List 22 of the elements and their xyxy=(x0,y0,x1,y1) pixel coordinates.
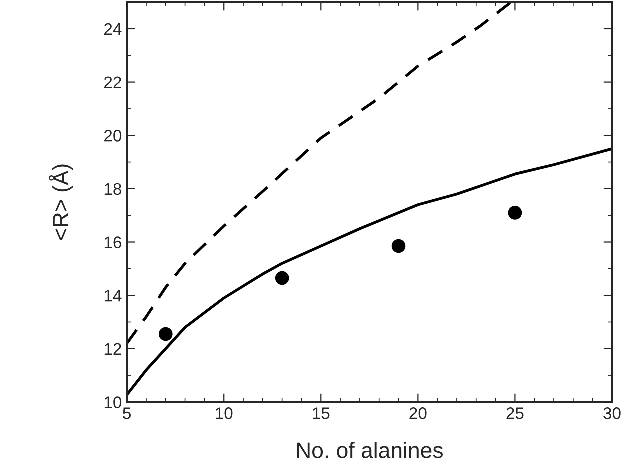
y-tick-label: 20 xyxy=(104,130,122,142)
y-tick-label: 12 xyxy=(104,343,122,355)
y-tick-label: 14 xyxy=(104,290,122,302)
point xyxy=(508,206,522,220)
point xyxy=(158,327,173,342)
y-tick-label: 24 xyxy=(104,23,122,36)
point xyxy=(275,271,290,286)
x-tick-label: 30 xyxy=(604,408,621,420)
y-axis-title: <R> (Å) xyxy=(49,164,74,240)
x-axis-title: No. of alanines xyxy=(297,442,443,458)
y-tick-label: 18 xyxy=(104,183,122,196)
y-tick-label: 10 xyxy=(104,396,122,408)
x-tick-label: 10 xyxy=(216,408,233,420)
point xyxy=(392,239,406,254)
line-series xyxy=(127,2,513,345)
x-tick-label: 15 xyxy=(313,408,330,420)
x-tick-label: 20 xyxy=(410,408,427,420)
line-series xyxy=(127,148,612,396)
x-tick-label: 25 xyxy=(506,408,524,420)
y-tick-label: 22 xyxy=(104,76,122,88)
x-tick-label: 5 xyxy=(123,408,132,420)
y-tick-label: 16 xyxy=(104,236,122,248)
